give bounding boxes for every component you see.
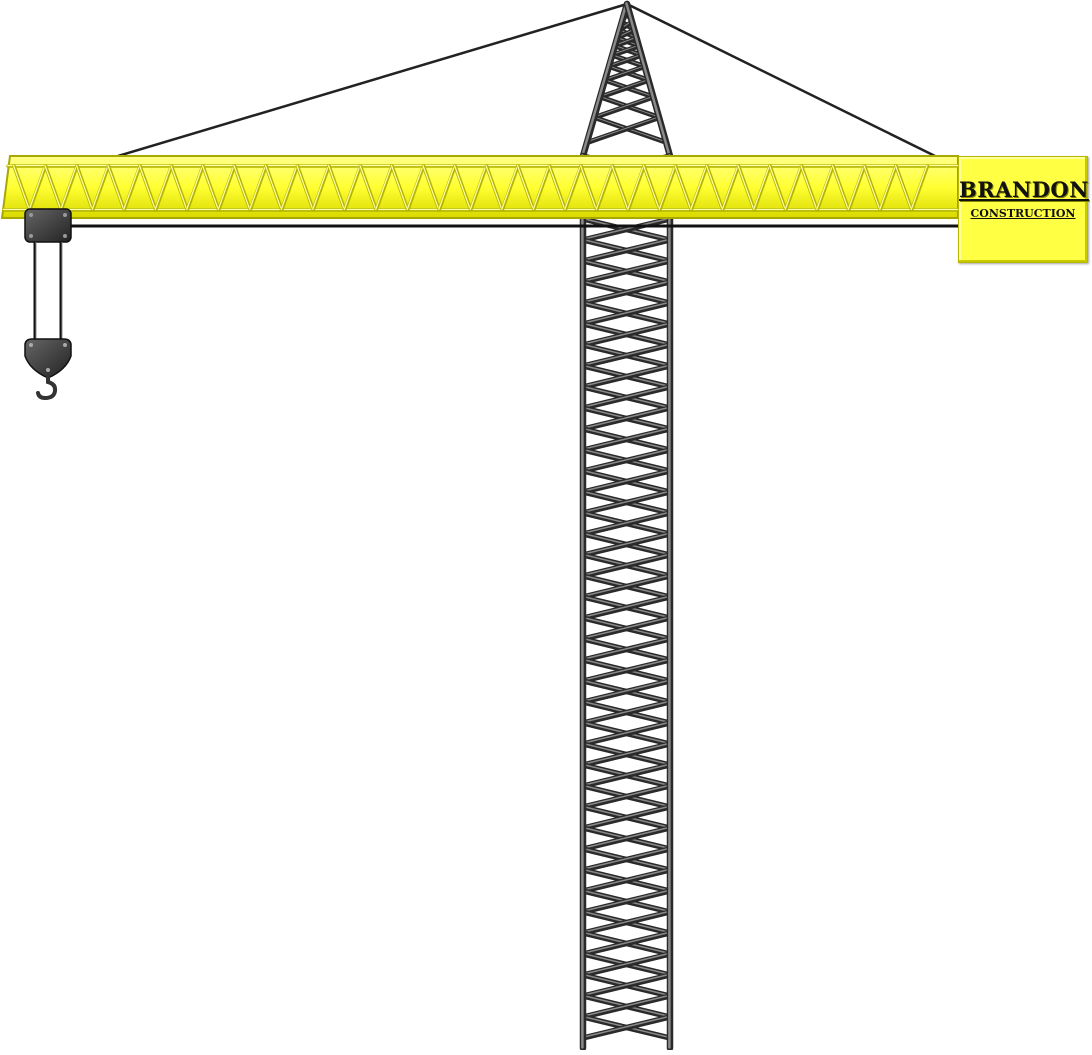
crane-hook-icon — [36, 375, 58, 401]
trolley-hook-assembly[interactable] — [24, 208, 72, 401]
hook-block — [24, 338, 72, 379]
hoist-cables — [33, 242, 63, 342]
stay-cables — [117, 2, 936, 158]
trolley-block-icon — [24, 208, 72, 243]
crane-jib — [0, 155, 960, 219]
crane-apex — [579, 0, 674, 160]
company-sign: BRANDON CONSTRUCTION — [958, 156, 1088, 263]
tower-mast — [579, 152, 674, 1052]
sign-title: BRANDON — [959, 177, 1089, 202]
sign-subtitle: CONSTRUCTION — [970, 207, 1076, 220]
